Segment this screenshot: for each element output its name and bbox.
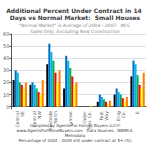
svg-text:www.AgentsForHomeBuyers.com Da: www.AgentsForHomeBuyers.com Data Sources… bbox=[16, 128, 134, 133]
svg-text:North: North bbox=[53, 111, 58, 124]
svg-text:Sales Only, Excluding New Cons: Sales Only, Excluding New Construction bbox=[30, 29, 120, 34]
svg-text:30: 30 bbox=[3, 67, 9, 73]
svg-text:Lynnw.: Lynnw. bbox=[67, 111, 73, 127]
svg-text:Way: Way bbox=[104, 111, 109, 121]
svg-text:20: 20 bbox=[3, 79, 9, 85]
svg-text:Co.: Co. bbox=[121, 111, 126, 118]
svg-text:Outer: Outer bbox=[82, 111, 88, 124]
svg-text:Percantage of 2002 - 2009 stil: Percantage of 2002 - 2009 still under co… bbox=[18, 138, 131, 143]
svg-text:10: 10 bbox=[3, 92, 9, 98]
svg-text:SE: SE bbox=[20, 111, 25, 117]
svg-text:NW: NW bbox=[37, 111, 42, 119]
svg-text:Central: Central bbox=[14, 111, 20, 128]
svg-text:0: 0 bbox=[6, 104, 9, 110]
svg-text:40: 40 bbox=[3, 55, 9, 61]
svg-text:60: 60 bbox=[3, 31, 9, 37]
svg-text:Fed.: Fed. bbox=[98, 111, 104, 121]
svg-text:Compiled by Agents For Homes B: Compiled by Agents For Homes Buyers LLC bbox=[29, 123, 121, 128]
svg-text:"Normal Market" is Average of: "Normal Market" is Average of 2004 - 200… bbox=[19, 23, 131, 28]
svg-text:Sno. Co.: Sno. Co. bbox=[87, 111, 93, 130]
svg-text:Days vs Normal Market: Small: Days vs Normal Market: Small Houses bbox=[10, 14, 141, 22]
svg-text:E: E bbox=[135, 111, 140, 114]
svg-text:Metrodata: Metrodata bbox=[64, 133, 86, 138]
svg-text:Additional Percent Under Contr: Additional Percent Under Contract in 14 bbox=[6, 7, 144, 14]
svg-text:50: 50 bbox=[3, 43, 9, 49]
